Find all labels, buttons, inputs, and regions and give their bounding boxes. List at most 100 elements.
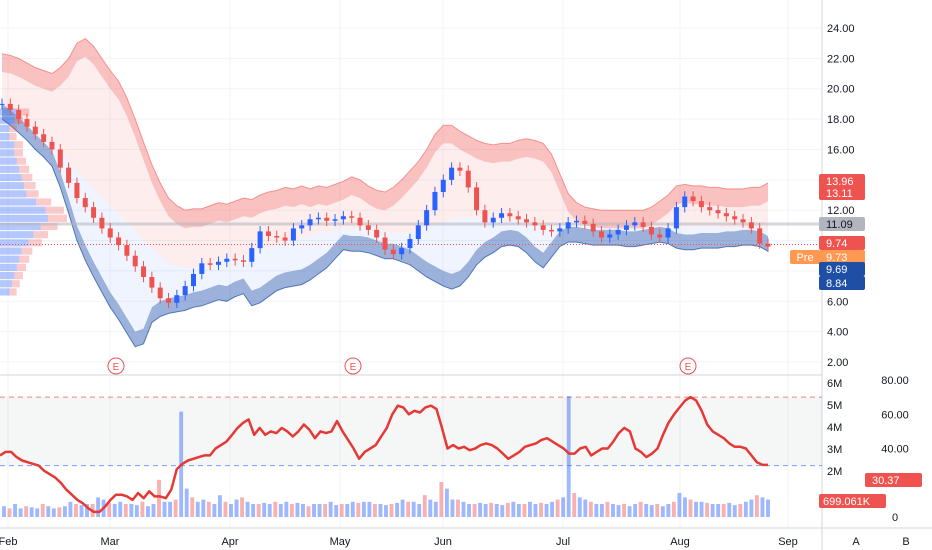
candle-body (257, 231, 263, 249)
candle-body (382, 237, 388, 250)
x-tick-label: Aug (670, 536, 690, 548)
candle-body (91, 207, 97, 218)
profile-bar-up (0, 247, 22, 255)
candle-body (590, 223, 596, 232)
rsi-tick-label: 0 (892, 512, 898, 524)
volume-bar (444, 488, 449, 517)
profile-bar-up (0, 222, 41, 231)
volume-bar (107, 502, 112, 517)
profile-bar-up (0, 190, 27, 198)
auto-scale-button: A (852, 536, 860, 548)
price-tag-box (819, 250, 865, 264)
candle-body (107, 228, 113, 238)
volume-bar (456, 499, 460, 517)
candle-body (32, 126, 38, 135)
volume-bar (162, 501, 167, 517)
volume-bar (267, 504, 272, 517)
candle-body (690, 196, 696, 202)
profile-bar-down (14, 141, 23, 149)
candle-body (482, 210, 488, 223)
upper-band-fill (2, 38, 768, 268)
candle-body (665, 228, 671, 238)
volume-bar (195, 501, 200, 517)
volume-bar (478, 502, 483, 517)
candle-body (390, 249, 396, 255)
candle-body (141, 266, 147, 277)
pre-market-label: Pre (796, 252, 813, 264)
volume-bar (699, 501, 704, 517)
volume-bar (361, 501, 366, 517)
volume-bar (749, 499, 754, 517)
time-axis[interactable]: Feb Mar Apr May Jun Jul Aug Sep (0, 536, 798, 548)
candle-body (99, 217, 105, 229)
volume-bar (727, 502, 732, 517)
volume-bar (422, 495, 427, 517)
candle-body (415, 225, 421, 240)
y-tick-label: 22.00 (827, 53, 855, 65)
price-tag-box (819, 217, 865, 231)
candle-body (240, 260, 246, 262)
y-tick-label: 2.00 (827, 357, 848, 369)
candle-body (82, 198, 88, 208)
volume-bar (129, 504, 134, 517)
price-tag-box (819, 262, 865, 276)
y-tick-label: 6.00 (827, 296, 848, 308)
candle-body (715, 210, 721, 214)
candle-body (74, 182, 80, 199)
volume-bar (406, 501, 411, 517)
volume-bar (295, 502, 300, 517)
earnings-marker (107, 357, 125, 375)
profile-bar-down (19, 165, 30, 173)
candle-body (232, 258, 238, 261)
candle-body (449, 167, 455, 180)
volume-bar (389, 504, 394, 517)
candle-body (723, 213, 729, 217)
volume-bar (500, 505, 505, 517)
profile-bar-up (0, 149, 15, 157)
volume-bar (439, 482, 444, 517)
profile-bar-down (19, 108, 30, 116)
volume-bar (400, 499, 405, 517)
candle-body (490, 217, 496, 223)
candle-body (315, 217, 321, 220)
volume-bar (467, 504, 471, 517)
rsi-value-tag: 30.37 (872, 475, 900, 487)
profile-bar-down (48, 214, 67, 222)
price-tag-label: 13.96 (826, 176, 854, 188)
candle-body (698, 201, 704, 208)
price-tag-label: 8.84 (826, 278, 847, 290)
profile-bar-down (21, 173, 33, 182)
volume-bar (677, 493, 682, 517)
volume-bar (18, 508, 23, 517)
candle-body (365, 225, 371, 230)
profile-bar-down (36, 198, 52, 206)
profile-bar-down (16, 157, 27, 165)
volume-bar (317, 504, 322, 517)
profile-bar-up (0, 280, 12, 288)
profile-bar-up (0, 214, 48, 222)
x-tick-label: Jun (434, 536, 452, 548)
volume-bar (428, 499, 433, 517)
rsi-band-fill (0, 397, 822, 466)
candle-body (557, 228, 563, 232)
volume-bar (472, 504, 477, 517)
rsi-tick-label: 40.00 (881, 444, 909, 456)
profile-bar-down (9, 124, 17, 133)
candle-body (191, 273, 196, 287)
rsi-tick-label: 80.00 (881, 375, 909, 387)
y-tick-label: 20.00 (827, 84, 855, 96)
volume-tick-label: 6M (827, 378, 842, 390)
volume-bar (2, 506, 6, 517)
volume-bar (240, 497, 244, 517)
x-tick-label: Sep (778, 536, 798, 548)
candle-body (0, 103, 5, 105)
profile-bar-up (0, 165, 20, 173)
volume-bar (350, 501, 355, 517)
earnings-marker-label: E (350, 362, 357, 373)
volume-bar (57, 507, 62, 517)
volume-bar (505, 502, 510, 517)
volume-bar (74, 504, 78, 517)
